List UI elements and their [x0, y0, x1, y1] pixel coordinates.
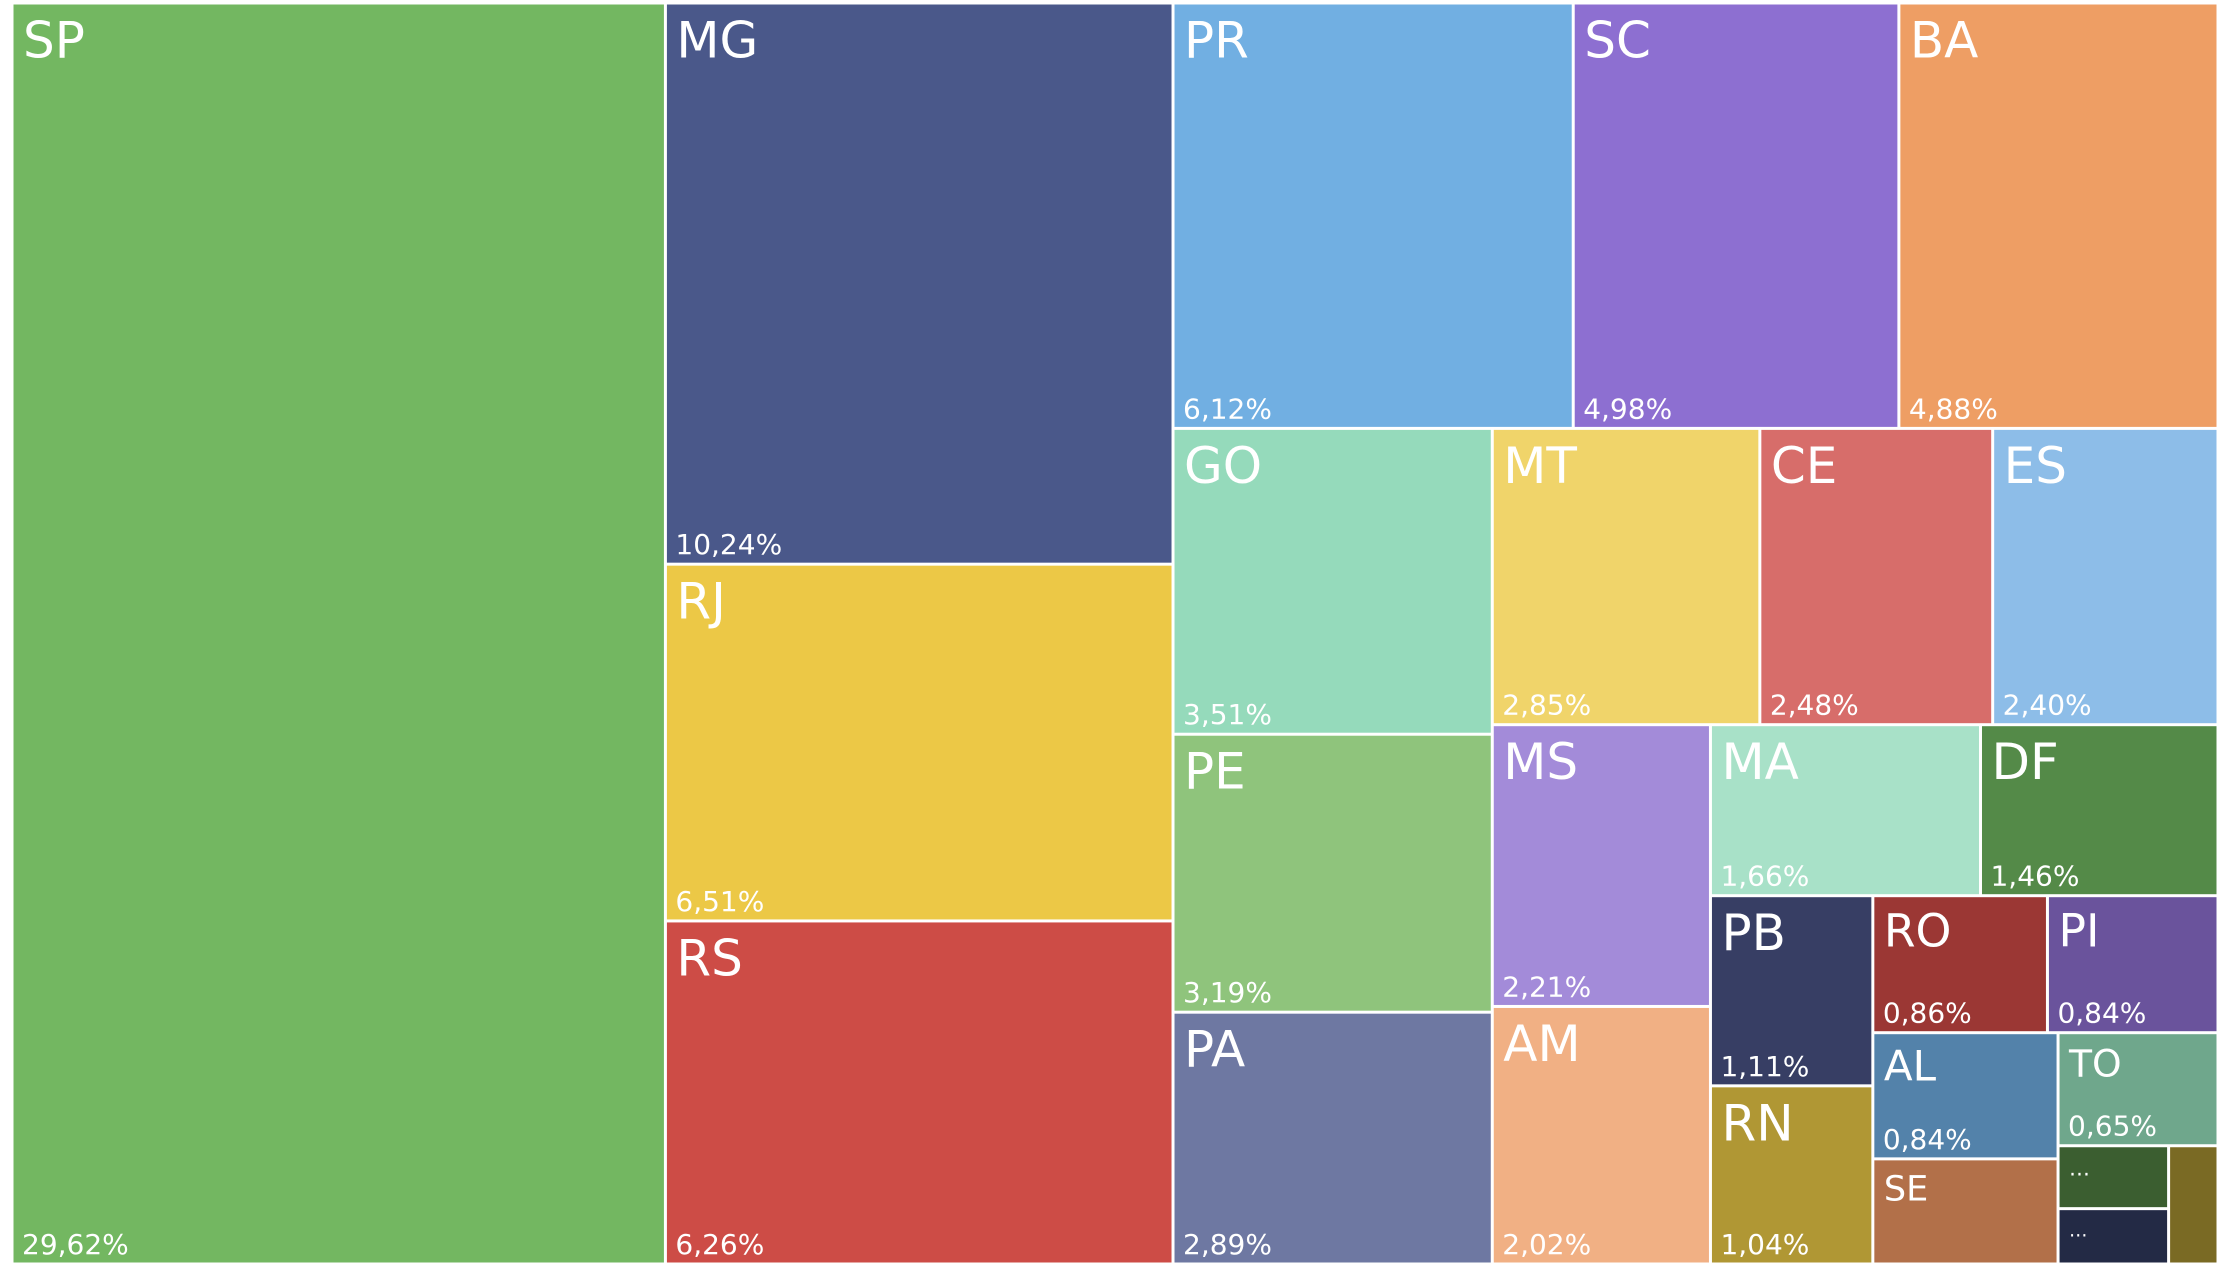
value-label: 1,46%: [1990, 860, 2079, 893]
value-label: 0,84%: [2057, 997, 2146, 1030]
tile-label: MT: [1503, 437, 1577, 495]
tile-label: PE: [1184, 743, 1246, 801]
value-label: 1,11%: [1720, 1050, 1809, 1083]
tile-label: PB: [1721, 904, 1785, 962]
tile: [1994, 429, 2217, 724]
tile-label: TO: [2068, 1042, 2122, 1086]
tile: [1874, 1034, 2057, 1158]
tile-label: CE: [1771, 437, 1838, 495]
value-label: 10,24%: [675, 528, 782, 561]
value-label: 3,19%: [1183, 976, 1272, 1009]
tile-label: PA: [1184, 1021, 1245, 1079]
tile: [1711, 1087, 1872, 1263]
tile-label: …: [2069, 1157, 2090, 1181]
value-label: 3,51%: [1183, 698, 1272, 731]
tile-label: SP: [23, 12, 85, 70]
tile-label: SE: [1884, 1169, 1928, 1210]
value-label: 6,51%: [675, 885, 764, 918]
tile-label: ES: [2004, 437, 2067, 495]
tile: [1174, 429, 1491, 733]
tile-label: BA: [1910, 12, 1979, 70]
tile: [1493, 1007, 1709, 1263]
tile-label: RO: [1884, 905, 1952, 958]
tile: [1174, 4, 1572, 427]
tile: [1493, 726, 1709, 1005]
tile: [1493, 429, 1759, 724]
value-label: 2,02%: [1502, 1228, 1591, 1261]
tile: [13, 4, 664, 1263]
tile-label: MG: [676, 12, 758, 70]
tile-label: RN: [1721, 1094, 1793, 1152]
tile: [1981, 726, 2217, 895]
value-label: 0,84%: [1883, 1123, 1972, 1156]
value-label: 1,66%: [1720, 860, 1809, 893]
value-label: 29,62%: [22, 1228, 129, 1261]
value-label: 2,89%: [1183, 1228, 1272, 1261]
tile: [2059, 1147, 2168, 1208]
value-label: 1,04%: [1720, 1228, 1809, 1261]
tile: [1174, 1013, 1491, 1263]
tile-label: …: [2069, 1220, 2087, 1241]
value-label: 4,88%: [1909, 392, 1998, 425]
tile-label: PI: [2058, 905, 2099, 958]
tile: [1711, 726, 1979, 895]
tile-label: GO: [1184, 437, 1262, 495]
tile: [2059, 1210, 2168, 1263]
tile-label: AL: [1884, 1041, 1937, 1090]
tile: [1174, 735, 1491, 1011]
value-label: 2,85%: [1502, 689, 1591, 722]
tile: [1574, 4, 1898, 427]
value-label: 6,12%: [1183, 392, 1272, 425]
tile-label: MA: [1721, 733, 1798, 791]
tile-label: DF: [1991, 733, 2058, 791]
value-label: 2,40%: [2003, 689, 2092, 722]
tile: [2059, 1034, 2217, 1145]
tile: [1711, 897, 1872, 1085]
value-label: 0,65%: [2068, 1110, 2157, 1143]
tile-label: SC: [1584, 12, 1651, 70]
value-label: 2,48%: [1770, 689, 1859, 722]
tile: [1900, 4, 2217, 427]
value-label: 6,26%: [675, 1228, 764, 1261]
tile-label: PR: [1184, 12, 1249, 70]
value-label: 4,98%: [1583, 392, 1672, 425]
tile: [1874, 1160, 2057, 1263]
tile-label: MS: [1503, 733, 1578, 791]
tile-label: AM: [1503, 1015, 1580, 1073]
tile: [2170, 1147, 2217, 1263]
tile: [666, 565, 1172, 920]
value-label: 2,21%: [1502, 970, 1591, 1003]
tile-label: RJ: [676, 573, 726, 631]
tile-label: RS: [676, 929, 742, 987]
tile: [666, 4, 1172, 563]
tile: [1874, 897, 2046, 1032]
tile: [666, 922, 1172, 1263]
tile: [2048, 897, 2217, 1032]
tile: [1761, 429, 1992, 724]
value-label: 0,86%: [1883, 997, 1972, 1030]
